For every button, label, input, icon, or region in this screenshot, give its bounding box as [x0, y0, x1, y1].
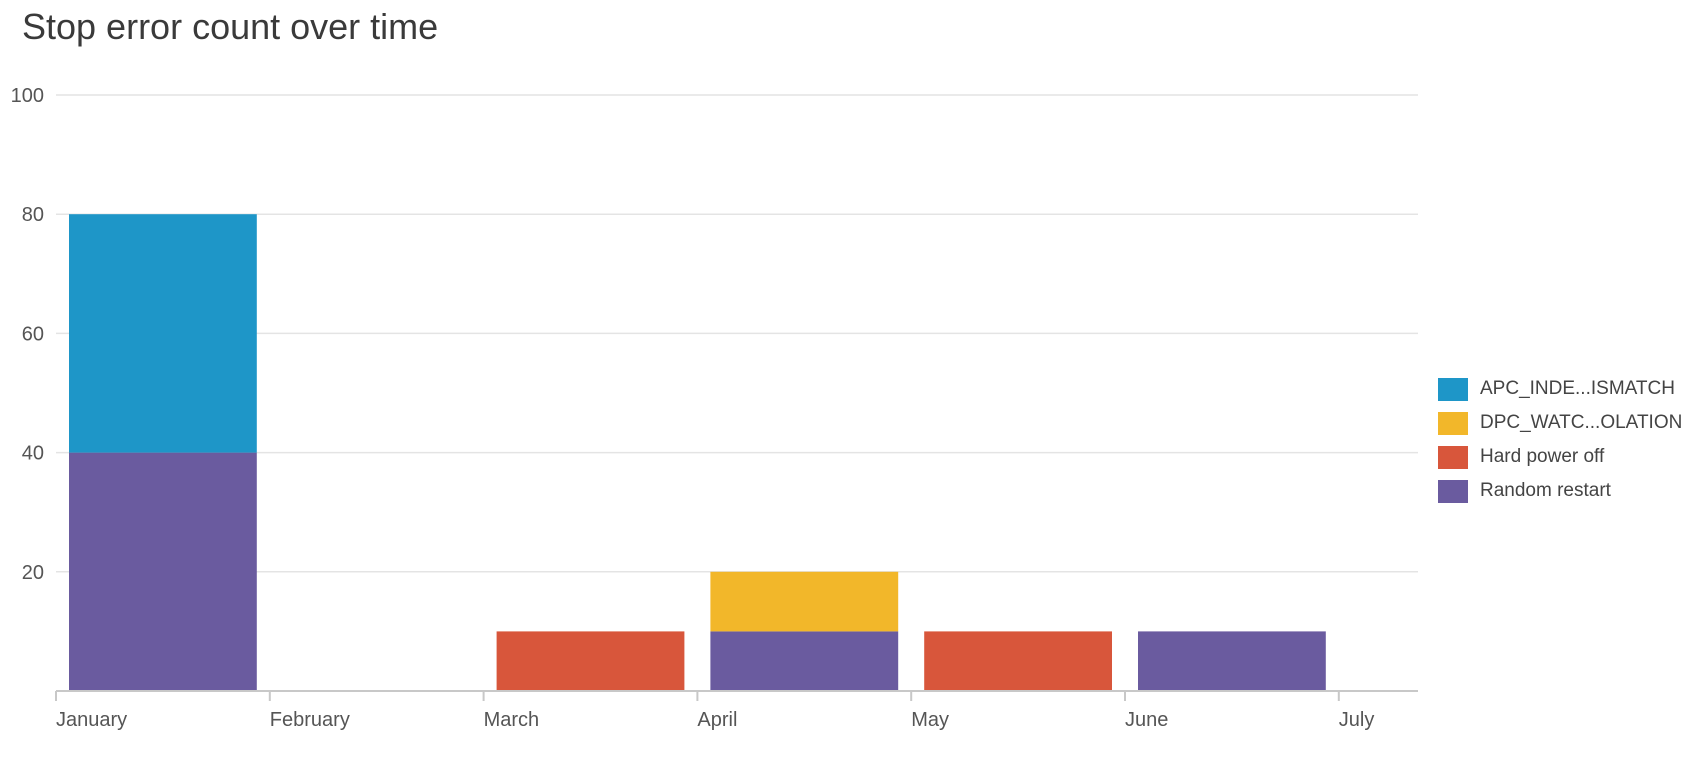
- y-tick-label: 20: [22, 562, 44, 584]
- legend-item[interactable]: DPC_WATC...OLATION: [1438, 406, 1682, 440]
- bar-june-random-restart[interactable]: [1138, 631, 1326, 691]
- bar-march-hard-power-off[interactable]: [496, 631, 685, 691]
- y-tick-label: 60: [22, 323, 44, 345]
- x-tick-label: July: [1339, 709, 1375, 731]
- y-tick-label: 80: [22, 204, 44, 226]
- bar-april-dpc-watc-olation[interactable]: [710, 571, 899, 632]
- bar-january-apc-inde-ismatch[interactable]: [69, 214, 257, 453]
- grid-lines: [56, 94, 1418, 573]
- legend-item[interactable]: Random restart: [1438, 474, 1682, 508]
- x-tick-label: January: [56, 709, 127, 731]
- y-tick-label: 100: [11, 85, 44, 107]
- legend-swatch: [1438, 411, 1468, 435]
- tick-labels: 20 40 60 80 100 January February March April May J…: [11, 85, 1375, 731]
- axes: [55, 690, 1418, 701]
- x-tick-label: May: [911, 709, 949, 731]
- bars: [69, 214, 1326, 691]
- legend-swatch: [1438, 445, 1468, 469]
- chart-title: Stop error count over time: [22, 6, 439, 47]
- x-tick-label: April: [697, 709, 737, 731]
- x-tick-label: March: [484, 709, 540, 731]
- legend-label: Random restart: [1480, 480, 1611, 501]
- bar-may-hard-power-off[interactable]: [924, 631, 1112, 691]
- legend-label: DPC_WATC...OLATION: [1480, 412, 1683, 433]
- legend-label: Hard power off: [1480, 446, 1605, 467]
- legend-swatch: [1438, 377, 1468, 401]
- legend-swatch: [1438, 479, 1468, 503]
- bar-april-random-restart[interactable]: [710, 631, 899, 691]
- x-tick-label: June: [1125, 709, 1168, 731]
- x-tick-label: February: [270, 709, 350, 731]
- legend-item[interactable]: APC_INDE...ISMATCH: [1438, 372, 1682, 406]
- y-tick-label: 40: [22, 443, 44, 465]
- legend: APC_INDE...ISMATCH DPC_WATC...OLATION Hard…: [1438, 372, 1682, 508]
- legend-label: APC_INDE...ISMATCH: [1480, 378, 1675, 399]
- bar-january-random-restart[interactable]: [69, 452, 257, 691]
- legend-item[interactable]: Hard power off: [1438, 440, 1682, 474]
